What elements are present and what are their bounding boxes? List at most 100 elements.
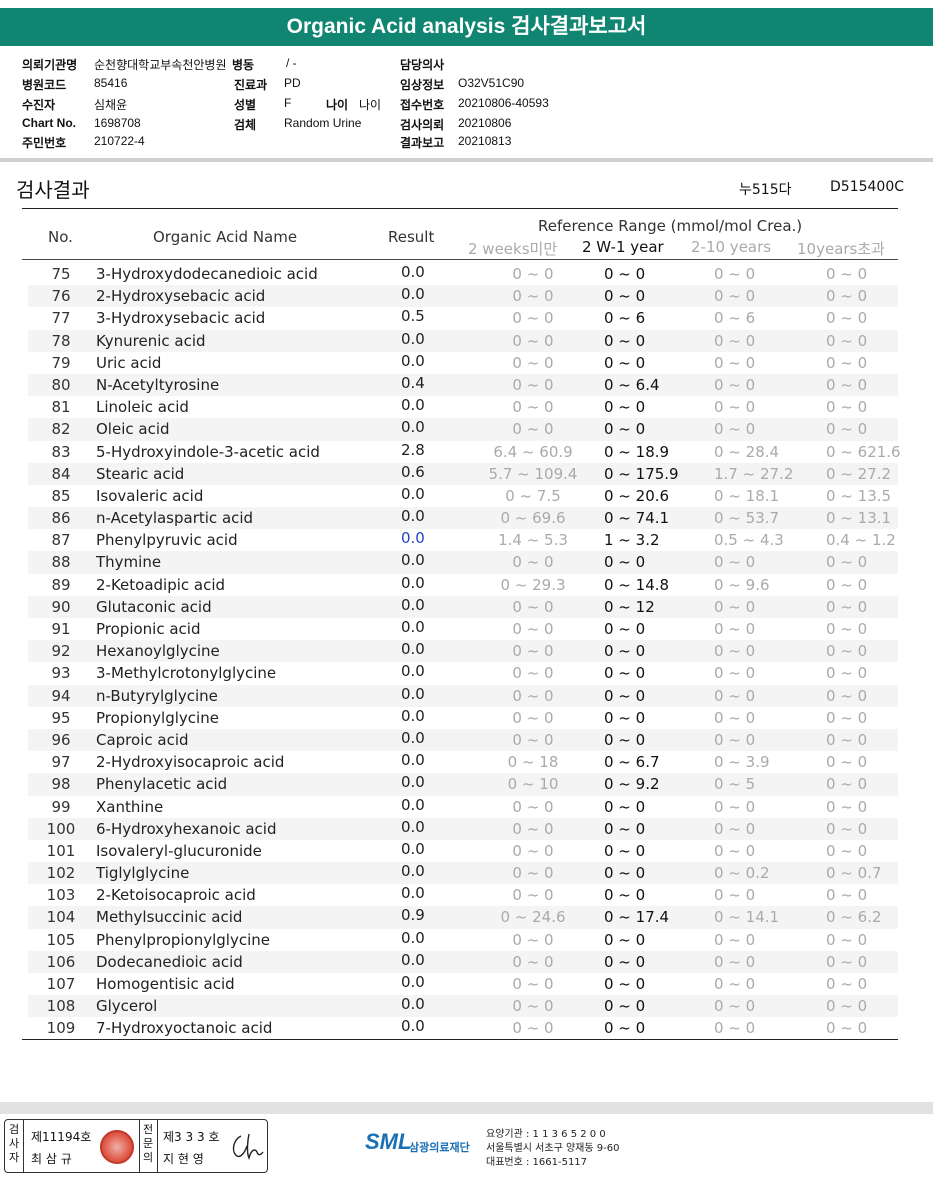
info-value-specimen: Random Urine [284,116,362,130]
table-row: 84 Stearic acid 0.6 5.7 ~ 109.4 0 ~ 175.9 1.7… [28,462,898,485]
row-acid-name: Dodecanedioic acid [96,952,243,971]
row-range-10y-plus: 0 ~ 0 [826,309,868,328]
row-range-2-10y: 0.5 ~ 4.3 [714,531,784,550]
row-range-2weeks: 0 ~ 0 [512,265,554,283]
row-range-2weeks: 0 ~ 10 [507,775,559,794]
table-row: 79 Uric acid 0.0 0 ~ 0 0 ~ 0 0 ~ 0 0 ~ 0 [28,352,898,374]
table-row: 103 2-Ketoisocaproic acid 0.0 0 ~ 0 0 ~ 0 0 ~… [28,884,898,906]
table-row: 86 n-Acetylaspartic acid 0.0 0 ~ 69.6 0 ~ 74… [28,507,898,530]
row-result: 0.9 [401,906,425,925]
row-range-10y-plus: 0 ~ 0 [826,553,868,572]
row-range-10y-plus: 0 ~ 0 [826,775,868,794]
row-range-2weeks: 0 ~ 18 [507,753,559,772]
row-acid-name: Caproic acid [96,730,189,749]
row-range-10y-plus: 0 ~ 0 [826,375,868,394]
row-range-2-10y: 0 ~ 0 [714,642,756,661]
header-no: No. [48,228,73,246]
row-range-10y-plus: 0 ~ 0 [826,575,868,594]
row-range-2w-1y: 0 ~ 0 [604,797,646,816]
row-range-2-10y: 0 ~ 0 [714,952,756,971]
row-result: 0.0 [401,773,425,792]
row-range-10y-plus: 0 ~ 27.2 [826,464,892,483]
row-range-2-10y: 0 ~ 0 [714,886,756,905]
row-no: 107 [46,975,76,993]
row-range-2w-1y: 0 ~ 0 [604,952,646,971]
row-range-2-10y: 0 ~ 6 [714,309,756,328]
row-range-10y-plus: 0 ~ 0 [826,420,868,439]
table-row: 91 Propionic acid 0.0 0 ~ 0 0 ~ 0 0 ~ 0 0 ~ 0 [28,618,898,640]
table-row: 88 Thymine 0.0 0 ~ 0 0 ~ 0 0 ~ 0 0 ~ 0 [28,551,898,574]
row-acid-name: 2-Hydroxyisocaproic acid [96,753,285,772]
address-line-3: 대표번호 : 1661-5117 [486,1157,588,1168]
row-result: 0.0 [401,1017,425,1036]
table-row: 77 3-Hydroxysebacic acid 0.5 0 ~ 0 0 ~ 6 0 ~ … [28,307,898,329]
row-acid-name: Kynurenic acid [96,331,206,350]
row-no: 90 [51,597,71,616]
row-range-2w-1y: 0 ~ 14.8 [604,575,670,594]
row-range-2w-1y: 0 ~ 0 [604,265,646,283]
row-acid-name: Xanthine [96,797,164,816]
header-result: Result [388,228,435,246]
row-range-2w-1y: 0 ~ 0 [604,686,646,705]
row-range-2-10y: 0 ~ 0 [714,730,756,749]
row-range-2-10y: 0 ~ 53.7 [714,509,780,528]
row-range-10y-plus: 0 ~ 0 [826,930,868,949]
info-label-chart-no: Chart No. [22,116,76,130]
row-range-10y-plus: 0 ~ 6.2 [826,908,882,927]
row-result: 0.0 [401,706,425,725]
info-value-ward: / - [286,56,297,70]
table-row: 94 n-Butyrylglycine 0.0 0 ~ 0 0 ~ 0 0 ~ 0 0 ~ … [28,684,898,707]
info-label-request-date: 검사의뢰 [400,118,445,132]
address-line-1: 요양기관 : 1 1 3 6 5 2 0 0 [486,1129,606,1140]
row-range-2weeks: 0 ~ 0 [512,620,554,638]
header-range-4: 10years초과 [797,240,885,258]
table-row: 108 Glycerol 0.0 0 ~ 0 0 ~ 0 0 ~ 0 0 ~ 0 [28,995,898,1018]
table-row: 95 Propionylglycine 0.0 0 ~ 0 0 ~ 0 0 ~ 0 0 ~ … [28,707,898,729]
row-range-2-10y: 0 ~ 0 [714,997,756,1016]
row-acid-name: Homogentisic acid [96,975,235,993]
row-range-2weeks: 0 ~ 0 [512,708,554,727]
row-range-2w-1y: 0 ~ 0 [604,353,646,372]
row-range-2w-1y: 0 ~ 0 [604,420,646,439]
row-range-2weeks: 0 ~ 0 [512,841,554,860]
row-range-2w-1y: 0 ~ 12 [604,597,655,616]
table-row: 93 3-Methylcrotonylglycine 0.0 0 ~ 0 0 ~ 0 0 … [28,662,898,684]
row-range-2w-1y: 0 ~ 0 [604,553,646,572]
row-range-2-10y: 1.7 ~ 27.2 [714,464,794,483]
row-range-2weeks: 0 ~ 0 [512,1019,554,1038]
logo-org-name: 삼광의료재단 [409,1141,470,1154]
header-range-3: 2-10 years [691,238,772,256]
row-no: 84 [51,464,71,483]
patient-info: 의뢰기관명 순천향대학교부속천안병원 병원코드 85416 수진자 심채윤 Ch… [22,56,622,152]
table-row: 87 Phenylpyruvic acid 0.0 1.4 ~ 5.3 1 ~ 3.2 0… [28,529,898,551]
table-row: 105 Phenylpropionylglycine 0.0 0 ~ 0 0 ~ 0 0 … [28,929,898,951]
row-no: 75 [51,265,71,283]
info-label-department: 진료과 [234,78,268,92]
row-result: 0.0 [401,418,425,437]
row-no: 80 [51,375,71,394]
row-result: 0.0 [401,595,425,614]
row-acid-name: 3-Hydroxydodecanedioic acid [96,265,318,283]
table-row: 98 Phenylacetic acid 0.0 0 ~ 10 0 ~ 9.2 0 ~ 5… [28,773,898,796]
signature-box: 검 사 자 제11194호 최 삼 규 전 문 의 제3 3 3 호 지 현 영 [4,1119,268,1173]
row-range-2w-1y: 0 ~ 0 [604,620,646,638]
info-label-clinical-info: 임상정보 [400,78,445,92]
row-acid-name: N-Acetyltyrosine [96,375,220,394]
row-acid-name: 5-Hydroxyindole-3-acetic acid [96,442,320,461]
row-range-10y-plus: 0 ~ 0 [826,952,868,971]
header-name: Organic Acid Name [153,228,298,246]
info-label-report-date: 결과보고 [400,136,445,150]
table-row: 97 2-Hydroxyisocaproic acid 0.0 0 ~ 18 0 ~ 6… [28,751,898,773]
row-range-2weeks: 0 ~ 7.5 [505,486,561,505]
row-range-10y-plus: 0 ~ 0 [826,664,868,683]
row-range-10y-plus: 0 ~ 0.7 [826,864,882,883]
header-reference: Reference Range (mmol/mol Crea.) [538,217,803,235]
row-no: 109 [46,1019,76,1038]
row-range-2w-1y: 0 ~ 0 [604,841,646,860]
row-acid-name: n-Butyrylglycine [96,686,218,705]
row-range-2-10y: 0 ~ 5 [714,775,756,794]
row-no: 78 [51,331,71,350]
section-divider [22,208,898,209]
row-acid-name: 6-Hydroxyhexanoic acid [96,819,277,838]
info-label-sex: 성별 [234,98,257,112]
